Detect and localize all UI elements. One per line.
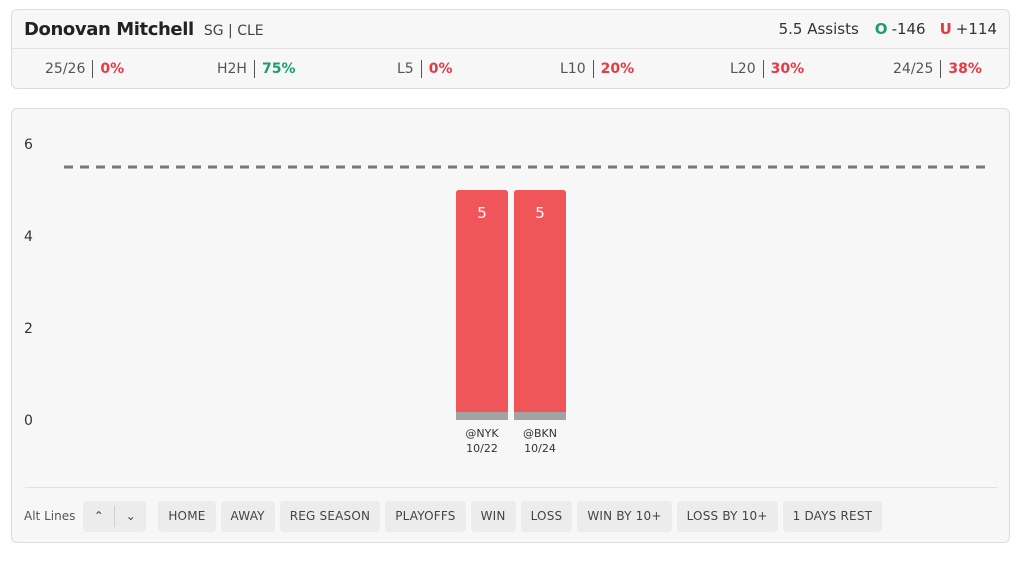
- stat-value: 38%: [948, 61, 982, 77]
- chevron-up-icon[interactable]: ⌃: [93, 509, 104, 523]
- stat-l10: L10 20%: [560, 49, 634, 89]
- stat-l20: L20 30%: [730, 49, 804, 89]
- under-icon: U: [939, 20, 952, 38]
- stat-label: L20: [730, 60, 764, 78]
- stepper-divider: [114, 505, 116, 527]
- stat-label: 25/26: [45, 60, 94, 78]
- game-bar[interactable]: 5 @BKN 10/24: [514, 190, 566, 455]
- over-icon: O: [874, 20, 888, 38]
- stat-label: L10: [560, 60, 594, 78]
- bar-rect[interactable]: [456, 190, 508, 420]
- bar-rect[interactable]: [514, 190, 566, 420]
- bar-date-label: 10/24: [524, 442, 556, 455]
- game-bar[interactable]: 5 @NYK 10/22: [456, 190, 508, 455]
- hit-rate-stats: 25/26 0% H2H 75% L5 0% L10 20% L20 30% 2…: [12, 49, 1009, 89]
- stat-value: 30%: [770, 61, 805, 77]
- filter-win-button[interactable]: WIN: [470, 500, 516, 532]
- prop-line: 5.5 Assists: [778, 20, 859, 38]
- header-top-row: Donovan Mitchell SG | CLE 5.5 Assists O …: [12, 10, 1009, 49]
- under-odds[interactable]: +114: [955, 20, 997, 38]
- divider: [25, 487, 997, 488]
- stat-value: 0%: [100, 61, 125, 77]
- y-tick-label: 4: [24, 229, 33, 245]
- game-log-chart: 0 2 4 6 5 @NYK 10/22 5 @BKN 10/24: [24, 137, 992, 455]
- filter-days-rest-button[interactable]: 1 DAYS REST: [782, 500, 883, 532]
- over-odds[interactable]: -146: [891, 20, 926, 38]
- stat-last-season: 24/25 38%: [893, 49, 982, 89]
- stat-label: 24/25: [893, 60, 942, 78]
- player-name: Donovan Mitchell: [24, 18, 194, 40]
- prop-odds: 5.5 Assists O -146 U +114: [779, 20, 997, 38]
- game-log-chart-card: 0 2 4 6 5 @NYK 10/22 5 @BKN 10/24 Alt Lines ⌃ ⌄ H…: [11, 108, 1010, 543]
- filter-playoffs-button[interactable]: PLAYOFFS: [385, 500, 466, 532]
- bar-opponent-label: @BKN: [523, 427, 557, 440]
- filter-loss-button[interactable]: LOSS: [520, 500, 573, 532]
- y-tick-label: 6: [24, 137, 33, 153]
- player-position-team: SG | CLE: [203, 22, 264, 39]
- stat-value: 0%: [428, 61, 453, 77]
- bar-value-label: 5: [535, 204, 545, 222]
- stat-value: 20%: [600, 61, 635, 77]
- alt-lines-stepper: ⌃ ⌄: [83, 500, 147, 532]
- y-tick-label: 0: [24, 413, 33, 429]
- y-tick-label: 2: [24, 321, 33, 337]
- stat-l5: L5 0%: [397, 49, 453, 89]
- chevron-down-icon[interactable]: ⌄: [125, 509, 136, 523]
- alt-lines-label: Alt Lines: [24, 509, 76, 523]
- filter-away-button[interactable]: AWAY: [220, 500, 275, 532]
- bar-value-label: 5: [477, 204, 487, 222]
- stat-h2h: H2H 75%: [217, 49, 295, 89]
- bar-base: [514, 412, 566, 420]
- bar-date-label: 10/22: [466, 442, 498, 455]
- filter-bar: Alt Lines ⌃ ⌄ HOME AWAY REG SEASON PLAYO…: [24, 500, 887, 532]
- filter-reg-season-button[interactable]: REG SEASON: [279, 500, 381, 532]
- player-prop-header: Donovan Mitchell SG | CLE 5.5 Assists O …: [11, 9, 1010, 89]
- stat-season: 25/26 0%: [45, 49, 124, 89]
- filter-loss-by-10-button[interactable]: LOSS BY 10+: [676, 500, 778, 532]
- stat-label: L5: [397, 60, 422, 78]
- stat-label: H2H: [217, 60, 255, 78]
- filter-win-by-10-button[interactable]: WIN BY 10+: [577, 500, 672, 532]
- filter-home-button[interactable]: HOME: [158, 500, 216, 532]
- player-info: Donovan Mitchell SG | CLE: [24, 19, 264, 40]
- stat-value: 75%: [261, 61, 296, 77]
- bar-opponent-label: @NYK: [465, 427, 499, 440]
- bar-base: [456, 412, 508, 420]
